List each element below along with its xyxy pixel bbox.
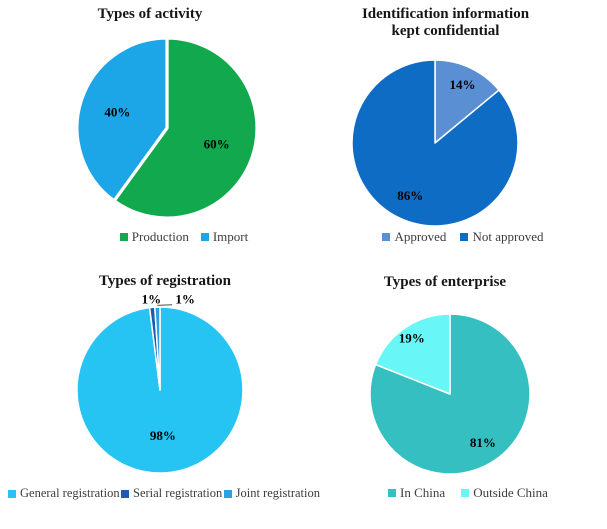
pie-slice-approved <box>434 59 500 144</box>
registration-pie: 98% 1% 1% <box>76 291 244 474</box>
pie-slice-import <box>75 36 169 203</box>
data-label-in-china: 81% <box>470 435 496 450</box>
data-label-not-approved: 86% <box>397 188 423 203</box>
legend-item-joint-registration: Joint registration <box>223 486 320 501</box>
legend-swatch-general-registration <box>8 489 16 498</box>
enterprise-pie: 81% 19% <box>369 313 531 475</box>
legend-label-import: Import <box>212 229 249 244</box>
legend-label-general-registration: General registration <box>20 486 120 500</box>
legend-label-serial-registration: Serial registration <box>133 486 223 500</box>
legend-item-approved: Approved <box>382 229 446 245</box>
legend-item-outside-china: Outside China <box>461 485 548 501</box>
legend-label-production: Production <box>131 229 189 244</box>
legend-swatch-approved <box>382 233 391 241</box>
data-label-outside-china: 19% <box>399 330 425 345</box>
legend-label-in-china: In China <box>400 485 446 500</box>
pie-slice-joint-registration <box>154 306 161 391</box>
confidential-legend: Approved Not approved <box>353 229 573 245</box>
data-label-general-registration: 98% <box>150 428 176 443</box>
leader-line-joint-registration <box>157 304 173 306</box>
legend-item-in-china: In China <box>388 485 445 501</box>
legend-label-joint-registration: Joint registration <box>235 486 320 500</box>
data-label-approved: 14% <box>450 77 476 92</box>
legend-item-production: Production <box>119 229 189 245</box>
chart-title-registration: Types of registration <box>99 273 231 289</box>
chart-title-confidential: Identification information kept confiden… <box>361 6 530 39</box>
data-label-joint-registration: 1% <box>175 291 195 306</box>
data-label-import: 40% <box>104 104 130 119</box>
confidential-pie: 14% 86% <box>351 59 519 227</box>
chart-identification-confidential: Identification information kept confiden… <box>300 0 607 252</box>
legend-item-import: Import <box>200 229 249 245</box>
legend-swatch-serial-registration <box>121 489 129 498</box>
activity-pie: 60% 40% <box>75 36 259 220</box>
enterprise-legend: In China Outside China <box>358 485 578 501</box>
legend-swatch-production <box>119 233 128 241</box>
data-label-production: 60% <box>204 137 230 152</box>
legend-item-general-registration: General registration <box>8 486 120 501</box>
data-label-serial-registration: 1% <box>142 292 162 307</box>
legend-swatch-joint-registration <box>223 489 232 498</box>
legend-swatch-import <box>200 233 209 241</box>
chart-types-of-activity: Types of activity 60% 40% Production Impor… <box>0 0 300 252</box>
chart-title-enterprise: Types of enterprise <box>383 274 507 290</box>
chart-title-activity: Types of activity <box>97 6 203 22</box>
legend-label-approved: Approved <box>394 229 447 244</box>
activity-legend: Production Import <box>84 229 284 245</box>
registration-legend: General registration Serial registration J… <box>8 486 320 501</box>
chart-types-of-registration: Types of registration 98% 1% 1% General re… <box>0 252 330 529</box>
legend-label-not-approved: Not approved <box>472 229 544 244</box>
legend-swatch-not-approved <box>460 233 469 241</box>
legend-swatch-in-china <box>388 489 397 497</box>
pie-slice-outside-china <box>374 313 451 395</box>
pie-slice-not-approved <box>351 59 519 227</box>
pie-slice-production <box>112 36 259 220</box>
chart-types-of-enterprise: Types of enterprise 81% 19% In China Outsi… <box>330 252 607 529</box>
legend-item-serial-registration: Serial registration <box>121 486 222 501</box>
legend-swatch-outside-china <box>461 489 470 497</box>
legend-item-not-approved: Not approved <box>460 229 544 245</box>
legend-label-outside-china: Outside China <box>473 485 548 500</box>
